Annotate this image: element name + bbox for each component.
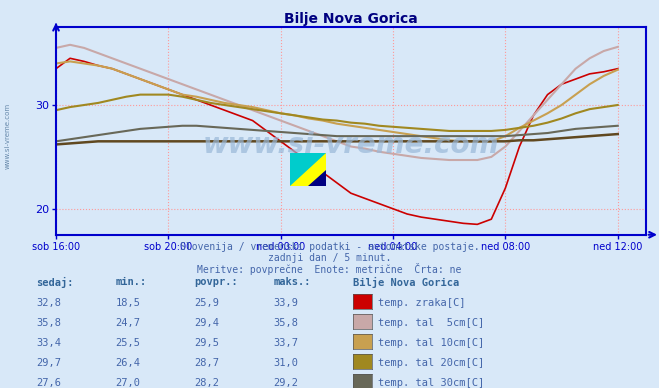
Text: temp. tal 10cm[C]: temp. tal 10cm[C] [378,338,484,348]
Text: 33,7: 33,7 [273,338,299,348]
Text: 35,8: 35,8 [36,318,61,328]
Polygon shape [290,153,326,186]
Text: 35,8: 35,8 [273,318,299,328]
Title: Bilje Nova Gorica: Bilje Nova Gorica [284,12,418,26]
Text: Bilje Nova Gorica: Bilje Nova Gorica [353,277,459,288]
Text: 29,4: 29,4 [194,318,219,328]
Text: 27,6: 27,6 [36,378,61,388]
Text: 28,2: 28,2 [194,378,219,388]
Text: 27,0: 27,0 [115,378,140,388]
Text: povpr.:: povpr.: [194,277,238,288]
Text: min.:: min.: [115,277,146,288]
Text: 33,4: 33,4 [36,338,61,348]
Text: 25,5: 25,5 [115,338,140,348]
Text: Slovenija / vremenski podatki - avtomatske postaje.: Slovenija / vremenski podatki - avtomats… [180,242,479,253]
Text: temp. tal  5cm[C]: temp. tal 5cm[C] [378,318,484,328]
Text: 33,9: 33,9 [273,298,299,308]
Text: 29,2: 29,2 [273,378,299,388]
Text: 31,0: 31,0 [273,358,299,368]
Text: 29,7: 29,7 [36,358,61,368]
Text: temp. tal 30cm[C]: temp. tal 30cm[C] [378,378,484,388]
Text: www.si-vreme.com: www.si-vreme.com [5,103,11,169]
Text: 18,5: 18,5 [115,298,140,308]
Polygon shape [308,170,326,186]
Text: sedaj:: sedaj: [36,277,74,288]
Text: temp. tal 20cm[C]: temp. tal 20cm[C] [378,358,484,368]
Text: 32,8: 32,8 [36,298,61,308]
Text: 25,9: 25,9 [194,298,219,308]
Text: 26,4: 26,4 [115,358,140,368]
Text: maks.:: maks.: [273,277,311,288]
Text: 28,7: 28,7 [194,358,219,368]
Polygon shape [290,153,326,186]
Text: temp. zraka[C]: temp. zraka[C] [378,298,465,308]
Text: www.si-vreme.com: www.si-vreme.com [203,132,499,159]
Text: 29,5: 29,5 [194,338,219,348]
Text: zadnji dan / 5 minut.: zadnji dan / 5 minut. [268,253,391,263]
Text: Meritve: povprečne  Enote: metrične  Črta: ne: Meritve: povprečne Enote: metrične Črta:… [197,263,462,275]
Text: 24,7: 24,7 [115,318,140,328]
